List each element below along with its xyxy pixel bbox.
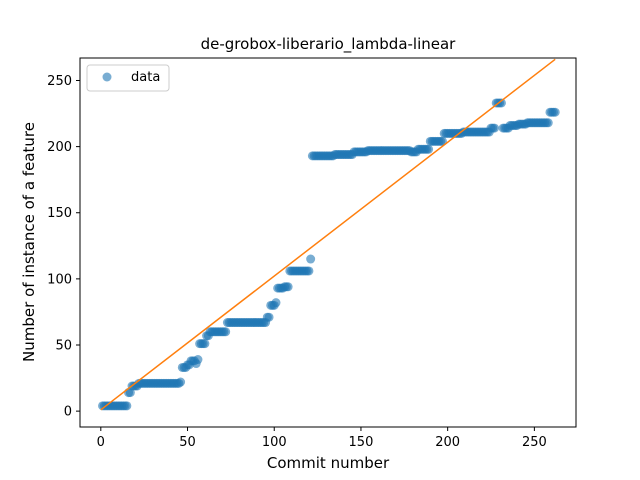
data-point — [221, 327, 230, 336]
data-point — [193, 355, 202, 364]
y-tick-label: 200 — [47, 140, 72, 155]
data-point — [265, 313, 274, 322]
y-tick-label: 250 — [47, 74, 72, 89]
y-tick-label: 100 — [47, 272, 72, 287]
data-point — [176, 378, 185, 387]
y-tick-label: 50 — [55, 339, 72, 354]
legend-label-data: data — [131, 70, 160, 85]
data-point — [306, 255, 315, 264]
x-tick-label: 0 — [97, 435, 105, 450]
x-tick-label: 250 — [522, 435, 547, 450]
x-tick-label: 150 — [349, 435, 374, 450]
data-point — [271, 298, 280, 307]
data-point — [490, 124, 499, 133]
x-tick-label: 100 — [262, 435, 287, 450]
legend-marker-data — [103, 73, 112, 82]
x-axis-label: Commit number — [267, 454, 390, 472]
y-tick-label: 150 — [47, 206, 72, 221]
legend: data — [87, 65, 169, 91]
y-axis-label: Number of instance of a feature — [20, 122, 38, 362]
data-point — [424, 145, 433, 154]
data-point — [304, 266, 313, 275]
data-point — [544, 118, 553, 127]
data-point — [200, 339, 209, 348]
x-tick-label: 50 — [179, 435, 196, 450]
y-tick-label: 0 — [64, 405, 72, 420]
data-point — [551, 108, 560, 117]
x-tick-label: 200 — [435, 435, 460, 450]
chart-title: de-grobox-liberario_lambda-linear — [201, 35, 457, 54]
data-point — [122, 401, 131, 410]
data-point — [284, 282, 293, 291]
